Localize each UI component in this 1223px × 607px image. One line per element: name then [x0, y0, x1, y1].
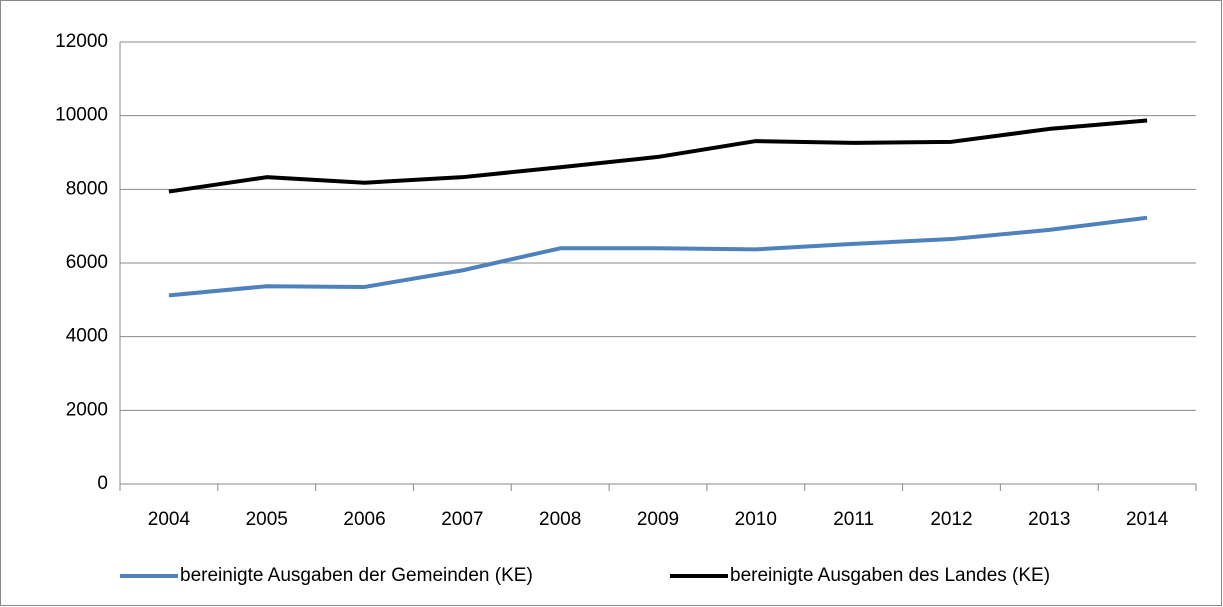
- y-tick-label: 6000: [66, 252, 108, 273]
- x-tick-label: 2007: [441, 509, 483, 530]
- x-tick-label: 2009: [637, 509, 679, 530]
- x-tick-label: 2004: [148, 509, 191, 530]
- x-tick-label: 2005: [246, 509, 288, 530]
- y-tick-label: 10000: [55, 105, 108, 126]
- x-tick-label: 2012: [930, 509, 972, 530]
- legend-label: bereinigte Ausgaben des Landes (KE): [730, 565, 1050, 586]
- x-tick-label: 2014: [1126, 509, 1169, 530]
- x-tick-label: 2011: [833, 509, 874, 530]
- x-tick-label: 2013: [1028, 509, 1070, 530]
- y-tick-label: 12000: [55, 31, 108, 52]
- y-tick-label: 2000: [66, 399, 108, 420]
- series-line: [168, 215, 1148, 298]
- legend-label: bereinigte Ausgaben der Gemeinden (KE): [180, 565, 533, 586]
- y-tick-label: 0: [97, 473, 108, 494]
- y-tick-label: 4000: [66, 326, 108, 347]
- x-tick-label: 2010: [735, 509, 777, 530]
- x-tick-label: 2008: [539, 509, 581, 530]
- series-line: [168, 118, 1148, 194]
- y-tick-label: 8000: [66, 178, 108, 199]
- x-tick-label: 2006: [343, 509, 385, 530]
